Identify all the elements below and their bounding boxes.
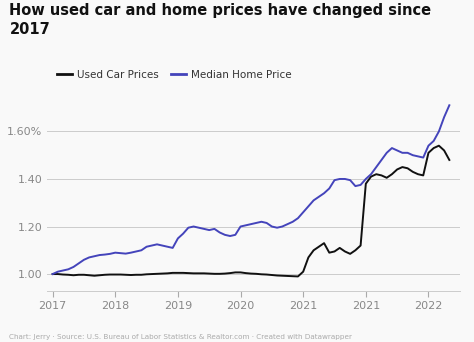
Text: Chart: Jerry · Source: U.S. Bureau of Labor Statistics & Realtor.com · Created w: Chart: Jerry · Source: U.S. Bureau of La… bbox=[9, 334, 353, 340]
Text: How used car and home prices have changed since
2017: How used car and home prices have change… bbox=[9, 3, 432, 37]
Legend: Used Car Prices, Median Home Price: Used Car Prices, Median Home Price bbox=[53, 66, 295, 84]
